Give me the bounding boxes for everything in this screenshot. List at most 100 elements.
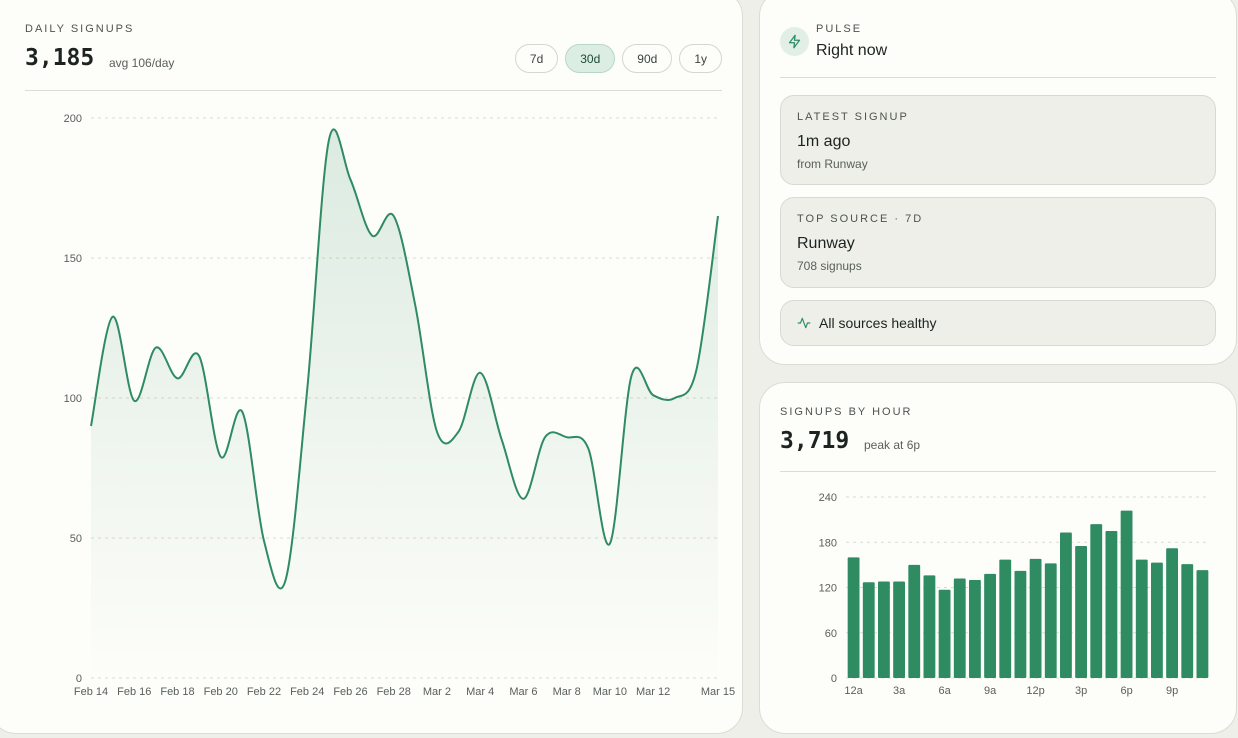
range-tab-7d[interactable]: 7d xyxy=(514,44,559,73)
x-tick-label: 3a xyxy=(893,685,906,697)
top-source-value: Runway xyxy=(797,235,855,252)
latest-signup-label: LATEST SIGNUP xyxy=(797,111,909,123)
x-tick-label: Mar 8 xyxy=(553,686,581,698)
data-point xyxy=(501,439,503,441)
data-point xyxy=(457,430,459,432)
signups-by-hour-chart: 0 60 120 180 240 12a 3a 6a 9a 12p 3p 6p 9p xyxy=(819,492,1210,697)
data-point xyxy=(717,215,719,217)
x-tick-label: Feb 22 xyxy=(247,686,281,698)
data-point xyxy=(436,430,438,432)
top-source-count: 708 signups xyxy=(797,259,862,273)
data-point xyxy=(414,304,416,306)
bar xyxy=(1181,564,1194,678)
bar xyxy=(1090,524,1103,678)
bar xyxy=(969,579,981,678)
data-point xyxy=(306,388,308,390)
range-tab-1y[interactable]: 1y xyxy=(679,44,722,73)
top-source-box: TOP SOURCE · 7D Runway 708 signups xyxy=(780,197,1216,288)
bar xyxy=(999,559,1012,678)
x-tick-label: Mar 2 xyxy=(423,686,451,698)
sources-health-button[interactable]: All sources healthy xyxy=(780,300,1216,346)
daily-signups-card: DAILY SIGNUPS 3,185 avg 106/day 7d 30d 9… xyxy=(0,0,743,734)
y-tick-label: 0 xyxy=(831,673,837,685)
data-point xyxy=(544,436,546,438)
latest-signup-box: LATEST SIGNUP 1m ago from Runway xyxy=(780,95,1216,185)
bar xyxy=(1075,546,1087,678)
x-tick-label: 9p xyxy=(1166,685,1178,697)
data-point xyxy=(479,372,481,374)
bar xyxy=(1060,532,1072,678)
bolt-icon xyxy=(780,27,809,56)
x-tick-label: Mar 15 xyxy=(701,686,735,698)
range-tabs: 7d 30d 90d 1y xyxy=(514,44,722,73)
x-tick-label: Mar 4 xyxy=(466,686,494,698)
data-point xyxy=(133,400,135,402)
data-point xyxy=(609,542,611,544)
range-tab-30d[interactable]: 30d xyxy=(565,44,616,73)
bar xyxy=(1029,558,1042,678)
x-tick-label: Feb 20 xyxy=(204,686,238,698)
divider xyxy=(25,90,722,91)
pulse-card: PULSE Right now LATEST SIGNUP 1m ago fro… xyxy=(759,0,1237,365)
series-line xyxy=(90,128,719,590)
x-tick-label: 12a xyxy=(844,685,863,697)
data-point xyxy=(674,397,676,399)
data-point xyxy=(565,436,567,438)
bar xyxy=(908,564,921,678)
data-point xyxy=(630,374,632,376)
x-tick-label: Feb 18 xyxy=(160,686,194,698)
data-point xyxy=(176,377,178,379)
latest-signup-source: from Runway xyxy=(797,157,868,171)
x-tick-label: Feb 28 xyxy=(377,686,411,698)
pulse-subtitle: Right now xyxy=(816,42,888,59)
y-tick-label: 100 xyxy=(64,393,82,405)
signups-by-hour-total: 3,719 xyxy=(780,428,850,454)
bar xyxy=(893,581,905,678)
x-tick-label: Feb 16 xyxy=(117,686,151,698)
bar xyxy=(1151,562,1163,678)
x-tick-label: 3p xyxy=(1075,685,1087,697)
x-tick-label: Feb 26 xyxy=(333,686,367,698)
y-tick-label: 50 xyxy=(70,533,82,545)
bar xyxy=(878,581,890,678)
bar xyxy=(847,557,860,678)
x-tick-label: Mar 6 xyxy=(509,686,537,698)
top-source-label: TOP SOURCE · 7D xyxy=(797,213,924,225)
divider xyxy=(780,77,1216,78)
data-point xyxy=(241,411,243,413)
y-tick-label: 60 xyxy=(825,628,837,640)
daily-signups-chart: 0 50 100 150 200 Feb 14 Feb 16 Feb 18 Feb 20 Feb … xyxy=(64,113,735,698)
series-area-fill xyxy=(91,129,718,679)
data-point xyxy=(349,178,351,180)
bar xyxy=(1105,530,1118,678)
y-tick-label: 0 xyxy=(76,673,82,685)
x-tick-label: 12p xyxy=(1026,685,1044,697)
data-point xyxy=(220,456,222,458)
latest-signup-value: 1m ago xyxy=(797,133,851,150)
bar xyxy=(1014,570,1027,678)
data-point xyxy=(652,394,654,396)
bar xyxy=(862,582,875,678)
daily-signups-total: 3,185 xyxy=(25,45,95,71)
x-tick-label: Feb 24 xyxy=(290,686,324,698)
data-point xyxy=(198,355,200,357)
data-point xyxy=(90,425,92,427)
y-tick-label: 240 xyxy=(819,492,837,504)
data-point xyxy=(284,579,286,581)
bar xyxy=(1044,563,1057,678)
data-point xyxy=(111,316,113,318)
data-point xyxy=(695,369,697,371)
range-tab-90d[interactable]: 90d xyxy=(622,44,673,73)
daily-signups-title: DAILY SIGNUPS xyxy=(25,23,135,35)
y-tick-label: 120 xyxy=(819,583,837,595)
data-point xyxy=(155,346,157,348)
activity-icon xyxy=(797,317,811,329)
data-point xyxy=(587,447,589,449)
data-point xyxy=(522,498,524,500)
bar xyxy=(1135,559,1148,678)
bar xyxy=(1166,548,1178,678)
bar xyxy=(938,589,951,678)
data-point xyxy=(371,234,373,236)
daily-signups-average: avg 106/day xyxy=(109,56,175,70)
x-tick-label: Mar 12 xyxy=(636,686,670,698)
